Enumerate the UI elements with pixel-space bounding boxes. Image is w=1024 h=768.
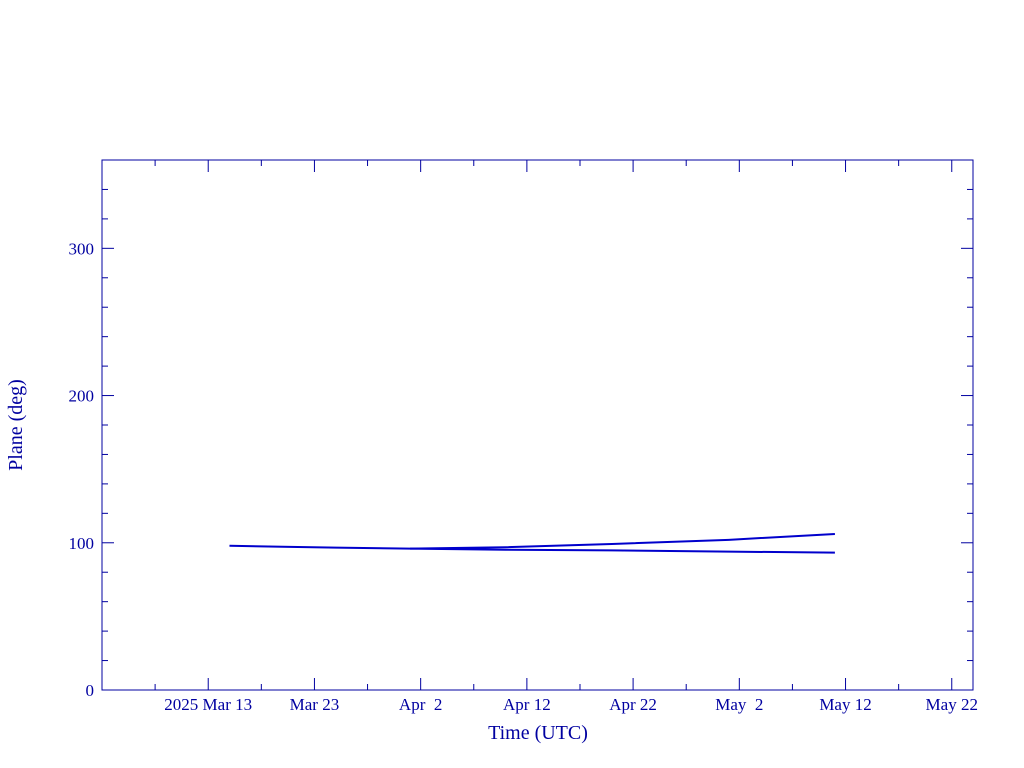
plot-frame xyxy=(101,159,974,691)
x-tick-label: May 12 xyxy=(819,695,871,714)
x-tick-label: Apr 12 xyxy=(503,695,551,714)
y-axis-label: Plane (deg) xyxy=(5,379,27,471)
x-tick-label: May 22 xyxy=(926,695,978,714)
data-line xyxy=(229,544,835,554)
x-tick-label: Apr 2 xyxy=(399,695,442,714)
x-tick-label: Mar 23 xyxy=(290,695,340,714)
x-tick-label: May 2 xyxy=(715,695,763,714)
data-line xyxy=(410,532,835,550)
x-tick-label: Apr 22 xyxy=(609,695,657,714)
y-tick-label: 100 xyxy=(69,534,95,553)
y-tick-label: 0 xyxy=(86,681,95,700)
x-axis-label: Time (UTC) xyxy=(488,722,588,744)
y-tick-label: 300 xyxy=(69,239,95,258)
x-tick-label: 2025 Mar 13 xyxy=(164,695,252,714)
y-tick-label: 200 xyxy=(69,387,95,406)
